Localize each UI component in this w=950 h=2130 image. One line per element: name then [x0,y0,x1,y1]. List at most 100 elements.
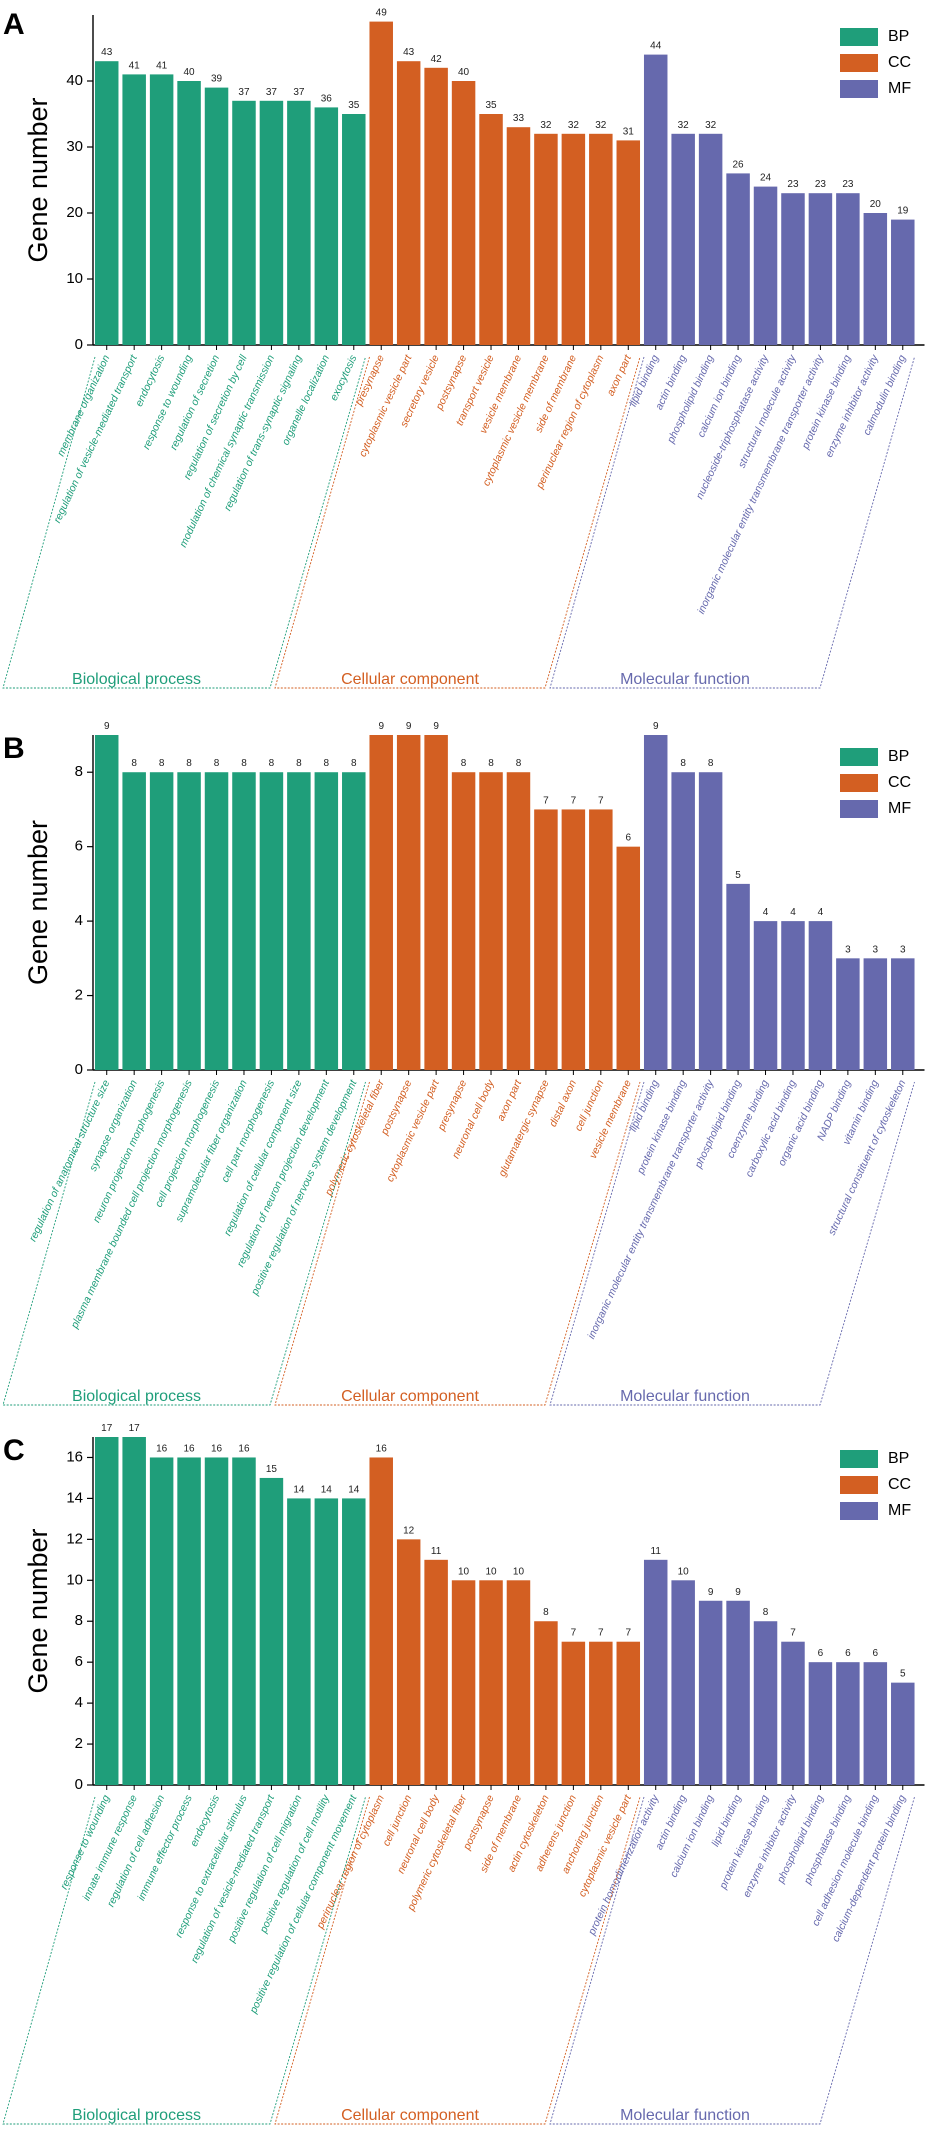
value-label-phospholipid-binding: 6 [818,1648,824,1659]
bar-nadp-binding [836,958,860,1070]
bar-protein-kinase-binding [836,193,860,345]
category-label-positive-regulation-of-nervous-system-development: positive regulation of nervous system de… [249,1077,360,1298]
bar-presynapse [369,21,393,345]
group-label-BP: Biological process [72,2107,201,2124]
bar-calcium-dependent-protein-binding [891,1682,915,1785]
bar-enzyme-inhibitor-activity [863,213,888,345]
bar-regulation-of-trans-synaptic-signaling [287,100,311,345]
value-label-phosphatase-binding: 6 [845,1648,851,1659]
value-label-cell-part-morphogenesis: 8 [269,758,275,769]
category-label-protein-kinase-binding: protein kinase binding [634,1078,689,1177]
bar-glutamatergic-synapse [534,809,558,1070]
bar-nucleoside-triphosphatase-activity [753,186,778,345]
value-label-cell-adhesion-molecule-binding: 6 [873,1648,879,1659]
value-label-plasma-membrane-bounded-cell-projection-morphogenesis: 8 [186,758,192,769]
value-label-anchoring-junction: 7 [598,1628,604,1639]
category-label-protein-kinase-binding: protein kinase binding [799,353,854,452]
bar-structural-constituent-of-cytoskeleton [891,958,915,1070]
bar-regulation-of-vesicle-mediated-transport [259,1477,284,1785]
value-label-calmodulin-binding: 19 [897,206,909,217]
value-label-innate-immune-response: 17 [129,1423,141,1434]
value-label-axon-part: 8 [516,758,522,769]
bar-endocytosis [204,1457,229,1785]
value-label-positive-regulation-of-nervous-system-development: 8 [351,758,357,769]
y-tick-label-30: 30 [66,138,83,155]
value-label-axon-part: 31 [623,126,635,137]
bar-cytoplasmic-vesicle-membrane [534,133,558,345]
y-tick-label-2: 2 [75,987,83,1004]
bar-perinuclear-region-of-cytoplasm [369,1457,393,1785]
value-label-positive-regulation-of-cell-migration: 14 [293,1484,305,1495]
legend-label-CC: CC [888,1476,911,1493]
bar-cytoplasmic-vesicle-part [424,735,448,1070]
bar-regulation-of-cell-adhesion [149,1457,174,1785]
y-tick-label-6: 6 [75,838,83,855]
bar-regulation-of-cellular-component-size [287,772,311,1070]
value-label-perinuclear-region-of-cytoplasm: 16 [376,1443,388,1454]
bar-phospholipid-binding [808,1662,833,1785]
value-label-protein-kinase-binding: 23 [842,179,854,190]
bar-organic-acid-binding [808,921,833,1070]
value-label-lipid-binding: 44 [650,41,662,52]
value-label-neuron-projection-morphogenesis: 8 [159,758,165,769]
bar-positive-regulation-of-nervous-system-development [342,772,366,1070]
bar-phospholipid-binding [726,883,750,1070]
legend-label-MF: MF [888,800,911,817]
bar-protein-kinase-binding [671,772,695,1070]
y-tick-label-16: 16 [66,1448,83,1465]
group-label-MF: Molecular function [620,2107,750,2124]
bar-cell-junction [396,1539,421,1785]
value-label-nucleoside-triphosphatase-activity: 24 [760,173,772,184]
bar-actin-binding [671,133,695,345]
group-label-BP: Biological process [72,1388,201,1405]
y-tick-label-40: 40 [66,72,83,89]
bar-axon-part [616,140,641,345]
bar-regulation-of-secretion [204,87,229,345]
bar-lipid-binding [726,1600,750,1785]
legend-swatch-CC [840,54,878,72]
value-label-coenzyme-binding: 4 [763,907,769,918]
bar-phosphatase-binding [836,1662,860,1785]
y-tick-label-14: 14 [66,1489,83,1506]
category-label-response-to-wounding: response to wounding [58,1793,112,1891]
bar-vesicle-membrane [616,846,641,1070]
bar-cytoplasmic-vesicle-part [396,61,421,345]
value-label-inorganic-molecular-entity-transmembrane-transporter-activity: 8 [708,758,714,769]
bar-cytoplasmic-vesicle-part [616,1641,641,1785]
value-label-nadp-binding: 3 [845,944,851,955]
legend-swatch-CC [840,774,878,792]
value-label-response-to-wounding: 17 [101,1423,113,1434]
y-axis-label: Gene number [23,97,53,262]
value-label-positive-regulation-of-cell-motility: 14 [321,1484,333,1495]
value-label-immune-effector-process: 16 [184,1443,196,1454]
y-tick-label-0: 0 [75,1061,83,1078]
bar-regulation-of-anatomical-structure-size [94,735,119,1070]
category-label-axon-part: axon part [495,1077,525,1123]
bar-cell-projection-morphogenesis [204,772,229,1070]
bar-presynapse [451,772,476,1070]
group-label-CC: Cellular component [341,2107,479,2124]
value-label-cytoplasmic-vesicle-membrane: 32 [540,120,552,131]
value-label-regulation-of-secretion: 39 [211,74,223,85]
value-label-calcium-dependent-protein-binding: 5 [900,1669,906,1680]
bar-vesicle-membrane [506,127,531,345]
legend-swatch-CC [840,1476,878,1494]
category-label-protein-kinase-binding: protein kinase binding [717,1793,772,1892]
y-tick-label-8: 8 [75,763,83,780]
value-label-membrane-organization: 43 [101,47,113,58]
legend-swatch-MF [840,80,878,98]
value-label-inorganic-molecular-entity-transmembrane-transporter-activity: 23 [815,179,827,190]
bar-secretory-vesicle [424,67,448,346]
bar-postsynapse [396,735,421,1070]
legend-swatch-MF [840,1502,878,1520]
value-label-cell-projection-morphogenesis: 8 [214,758,220,769]
value-label-organic-acid-binding: 4 [818,907,824,918]
bar-side-of-membrane [506,1580,531,1785]
bar-positive-regulation-of-cell-migration [287,1498,311,1785]
bar-cell-adhesion-molecule-binding [863,1662,888,1785]
bar-plasma-membrane-bounded-cell-projection-morphogenesis [177,772,201,1070]
bar-response-to-wounding [177,81,201,345]
bar-axon-part [506,772,531,1070]
value-label-lipid-binding: 9 [735,1587,741,1598]
group-bracket-MF [549,1081,915,1406]
